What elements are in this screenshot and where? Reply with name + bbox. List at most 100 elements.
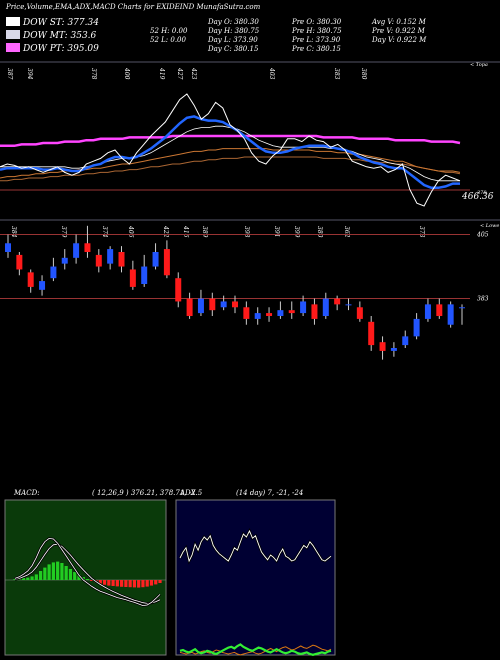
- ema-price-badge: 466.36: [461, 192, 494, 202]
- candle-body: [220, 301, 227, 308]
- stat-day-c: Day C: 380.15: [208, 45, 259, 53]
- candle-body: [311, 304, 318, 319]
- candle-body: [413, 318, 420, 337]
- macd-histogram-bar: [85, 579, 90, 580]
- macd-histogram-bar: [124, 580, 128, 587]
- macd-histogram-bar: [132, 580, 137, 588]
- candle-body: [300, 301, 307, 314]
- stat-52l: 52 L: 0.00: [150, 36, 186, 44]
- dow-mt: DOW MT: 353.6: [6, 30, 96, 41]
- macd-histogram-bar: [77, 574, 81, 580]
- macd-histogram-bar: [73, 572, 77, 580]
- macd-histogram-bar: [13, 579, 17, 580]
- macd-histogram-bar: [43, 567, 47, 580]
- ema-top-label: 387: [6, 68, 13, 80]
- price-top-label: 379: [60, 226, 67, 238]
- stat-52h: 52 H: 0.00: [150, 27, 188, 35]
- dow-pt-swatch: [6, 43, 20, 52]
- dow-st-swatch: [6, 17, 20, 26]
- candle-body: [186, 298, 193, 316]
- candle-body: [141, 266, 148, 284]
- price-top-label: 380: [316, 226, 323, 238]
- candle-body: [84, 243, 91, 252]
- candle-body: [379, 342, 386, 351]
- macd-histogram-bar: [137, 580, 141, 588]
- macd-histogram-bar: [38, 571, 43, 580]
- adx-panel: [175, 499, 336, 656]
- candle-body: [288, 310, 295, 314]
- ema-top-label: 380: [360, 68, 367, 80]
- candle-body: [107, 249, 114, 264]
- macd-histogram-bar: [111, 580, 115, 586]
- ema-series-ema_white: [0, 125, 460, 182]
- macd-histogram-bar: [26, 577, 30, 580]
- candle-body: [61, 257, 68, 264]
- candle-body: [243, 307, 250, 319]
- macd-histogram-bar: [102, 580, 107, 585]
- candle-body: [73, 243, 80, 258]
- macd-params: ( 12,26,9 ) 376.21, 378.71, -2.5: [92, 489, 203, 497]
- candle-body: [322, 298, 329, 316]
- price-top-label: 399: [293, 226, 300, 238]
- candle-body: [266, 313, 273, 316]
- ema-top-label: 378: [90, 68, 97, 80]
- dow-st: DOW ST: 377.34: [6, 17, 99, 28]
- candle-body: [356, 307, 363, 319]
- ema-series-ema_fast: [0, 115, 460, 190]
- candle-body: [5, 243, 11, 252]
- ema-top-label: 400: [123, 67, 130, 80]
- macd-histogram-bar: [107, 580, 111, 586]
- dow-mt-label: DOW MT: 353.6: [23, 31, 97, 41]
- candle-body: [129, 269, 136, 287]
- stat-pre-c: Pre C: 380.15: [292, 45, 341, 53]
- stat-avg-v: Avg V: 0.152 M: [372, 18, 426, 26]
- price-top-label: 406: [127, 225, 134, 238]
- candle-body: [95, 254, 102, 267]
- price-top-label: 391: [273, 226, 280, 237]
- macd-signal-line: [14, 543, 161, 604]
- ema-top-label: 394: [26, 68, 33, 80]
- macd-histogram-bar: [34, 574, 38, 580]
- ema-top-label: 419: [158, 67, 165, 80]
- candle-body: [197, 298, 204, 314]
- dow-mt-swatch: [6, 30, 20, 39]
- stat-pre-v: Pre V: 0.922 M: [372, 27, 425, 35]
- ema-top-label: 423: [190, 67, 197, 80]
- candle-body: [175, 278, 182, 302]
- candle-body: [39, 281, 46, 290]
- stat-pre-o: Pre O: 380.30: [292, 18, 342, 26]
- price-top-label: 422: [162, 225, 169, 238]
- macd-histogram-bar: [47, 564, 51, 580]
- candle-body: [16, 254, 23, 270]
- macd-histogram-bar: [51, 562, 55, 580]
- stat-pre-l: Pre L: 373.90: [292, 36, 341, 44]
- candle-body: [118, 252, 125, 267]
- price-corner-label: < Lowe: [480, 223, 499, 229]
- ema-series-price: [0, 93, 461, 207]
- adx-label: ADX: [179, 489, 197, 497]
- stat-day-l: Day L: 373.90: [208, 36, 258, 44]
- macd-histogram-bar: [141, 580, 145, 588]
- price-level-label: 383: [477, 296, 489, 303]
- stat-day-o: Day O: 380.30: [208, 18, 259, 26]
- ema-corner-label: < Topa: [470, 62, 488, 68]
- candle-body: [163, 249, 170, 276]
- candle-body: [390, 348, 397, 351]
- macd-histogram-bar: [98, 580, 102, 584]
- price-top-label: 398: [243, 226, 250, 238]
- candle-body: [27, 272, 34, 287]
- macd-panel: [4, 499, 167, 656]
- candle-body: [402, 336, 409, 346]
- dow-pt-label: DOW PT: 395.09: [23, 44, 99, 54]
- macd-histogram-bar: [30, 576, 34, 580]
- adx-params: (14 day) 7, -21, -24: [236, 489, 303, 497]
- adx-line: [179, 529, 332, 563]
- ema-top-label: 383: [333, 68, 340, 80]
- candle-body: [436, 304, 443, 316]
- candle-body: [334, 298, 341, 305]
- macd-histogram-bar: [90, 580, 94, 581]
- macd-label: MACD:: [13, 489, 40, 497]
- candle-body: [447, 304, 454, 325]
- candle-body: [277, 310, 284, 316]
